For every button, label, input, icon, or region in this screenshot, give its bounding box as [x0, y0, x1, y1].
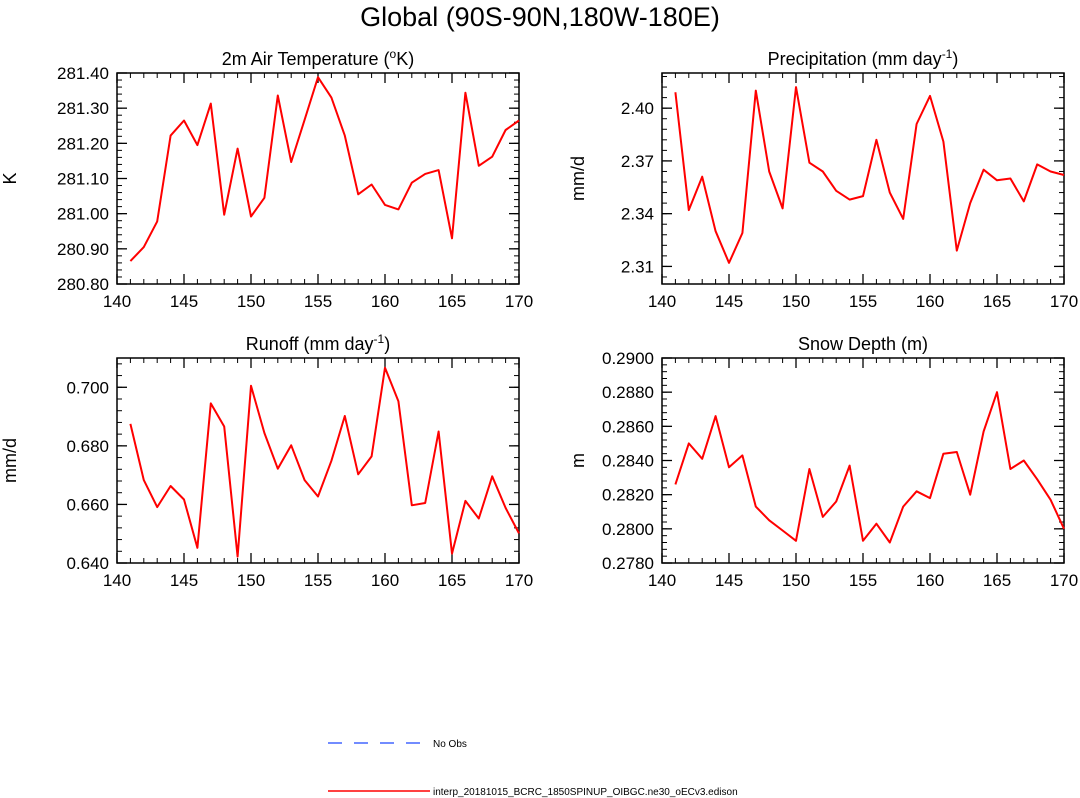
legend: No Obs interp_20181015_BCRC_1850SPINUP_OI… — [328, 739, 738, 798]
legend-label: interp_20181015_BCRC_1850SPINUP_OIBGC.ne… — [433, 787, 738, 798]
panel-title: 2m Air Temperature (oK) — [222, 47, 414, 69]
y-tick-label: 0.2800 — [602, 520, 654, 539]
y-tick-label: 0.640 — [66, 554, 109, 573]
y-tick-label: 280.90 — [57, 240, 109, 259]
panel-title-superscript: -1 — [942, 47, 953, 61]
y-tick-label: 0.680 — [66, 437, 109, 456]
y-tick-label: 2.37 — [621, 152, 654, 171]
panel-title-main: 2m Air Temperature ( — [222, 49, 390, 69]
chart-panel-4: 0.2780 0.2800 0.2820 0.2840 0.2860 0.2880 0.29… — [568, 334, 1078, 590]
plot-frame — [116, 357, 520, 564]
x-tick-label: 165 — [438, 571, 466, 590]
x-tick-label: 145 — [170, 571, 198, 590]
y-axis-label: mm/d — [0, 438, 20, 483]
y-tick-label: 281.40 — [57, 64, 109, 83]
y-tick-label: 2.40 — [621, 99, 654, 118]
y-tick-label: 2.34 — [621, 205, 654, 224]
y-axis-label: K — [0, 172, 20, 184]
y-tick-label: 0.700 — [66, 378, 109, 397]
x-tick-label: 140 — [648, 571, 676, 590]
x-tick-label: 150 — [782, 571, 810, 590]
panel-title-main: Runoff (mm day — [246, 334, 374, 354]
x-tick-label: 160 — [371, 292, 399, 311]
x-tick-label: 140 — [648, 292, 676, 311]
y-tick-label: 0.2780 — [602, 554, 654, 573]
x-tick-label: 155 — [304, 571, 332, 590]
x-tick-label: 150 — [782, 292, 810, 311]
x-tick-label: 155 — [849, 571, 877, 590]
series-line — [129, 366, 520, 558]
y-tick-label: 280.80 — [57, 275, 109, 294]
panel-title-main: Snow Depth (m) — [798, 334, 928, 354]
plot-frame — [116, 72, 520, 285]
legend-label: No Obs — [433, 739, 467, 750]
x-tick-label: 145 — [715, 292, 743, 311]
panel-title-end: ) — [384, 334, 390, 354]
panel-title: Runoff (mm day-1) — [246, 332, 390, 354]
y-tick-label: 0.2820 — [602, 486, 654, 505]
x-tick-label: 170 — [505, 571, 533, 590]
panel-title: Precipitation (mm day-1) — [768, 47, 959, 69]
panel-title-superscript: -1 — [374, 332, 385, 346]
panel-title-end: K) — [396, 49, 414, 69]
y-axis-label: mm/d — [568, 156, 588, 201]
panel-title-end: ) — [952, 49, 958, 69]
x-tick-label: 160 — [916, 292, 944, 311]
panel-title: Snow Depth (m) — [798, 334, 928, 354]
y-tick-label: 281.30 — [57, 99, 109, 118]
plot-frame — [661, 72, 1065, 285]
y-tick-label: 0.2900 — [602, 349, 654, 368]
x-tick-label: 155 — [849, 292, 877, 311]
x-tick-label: 150 — [237, 292, 265, 311]
series-line — [674, 391, 1065, 544]
plot-frame — [661, 357, 1065, 564]
page-title: Global (90S-90N,180W-180E) — [360, 2, 720, 32]
y-tick-label: 2.31 — [621, 257, 654, 276]
y-tick-label: 281.10 — [57, 170, 109, 189]
y-tick-label: 281.20 — [57, 134, 109, 153]
x-tick-label: 145 — [170, 292, 198, 311]
x-tick-label: 140 — [103, 571, 131, 590]
series-line — [129, 76, 520, 262]
x-tick-label: 165 — [438, 292, 466, 311]
x-tick-label: 145 — [715, 571, 743, 590]
panel-title-main: Precipitation (mm day — [768, 49, 942, 69]
x-tick-label: 165 — [983, 292, 1011, 311]
y-tick-label: 0.2860 — [602, 417, 654, 436]
x-tick-label: 170 — [1050, 292, 1078, 311]
chart-panel-2: 2.31 2.34 2.37 2.40 140 145 150 155 160 165 170 Pre… — [568, 47, 1078, 311]
y-axis-label: m — [568, 453, 588, 468]
x-tick-label: 170 — [505, 292, 533, 311]
x-tick-label: 140 — [103, 292, 131, 311]
y-tick-label: 281.00 — [57, 205, 109, 224]
y-tick-label: 0.2840 — [602, 452, 654, 471]
y-tick-label: 0.660 — [66, 495, 109, 514]
panel-title-superscript: o — [390, 47, 397, 61]
chart-panel-1: 280.80 280.90 281.00 281.10 281.20 281.30 281.… — [0, 47, 533, 311]
series-line — [674, 86, 1065, 264]
x-tick-label: 150 — [237, 571, 265, 590]
y-tick-label: 0.2880 — [602, 383, 654, 402]
x-tick-label: 160 — [916, 571, 944, 590]
x-tick-label: 170 — [1050, 571, 1078, 590]
x-tick-label: 155 — [304, 292, 332, 311]
chart-panel-3: 0.640 0.660 0.680 0.700 140 145 150 155 160 165 17… — [0, 332, 533, 590]
x-tick-label: 165 — [983, 571, 1011, 590]
x-tick-label: 160 — [371, 571, 399, 590]
